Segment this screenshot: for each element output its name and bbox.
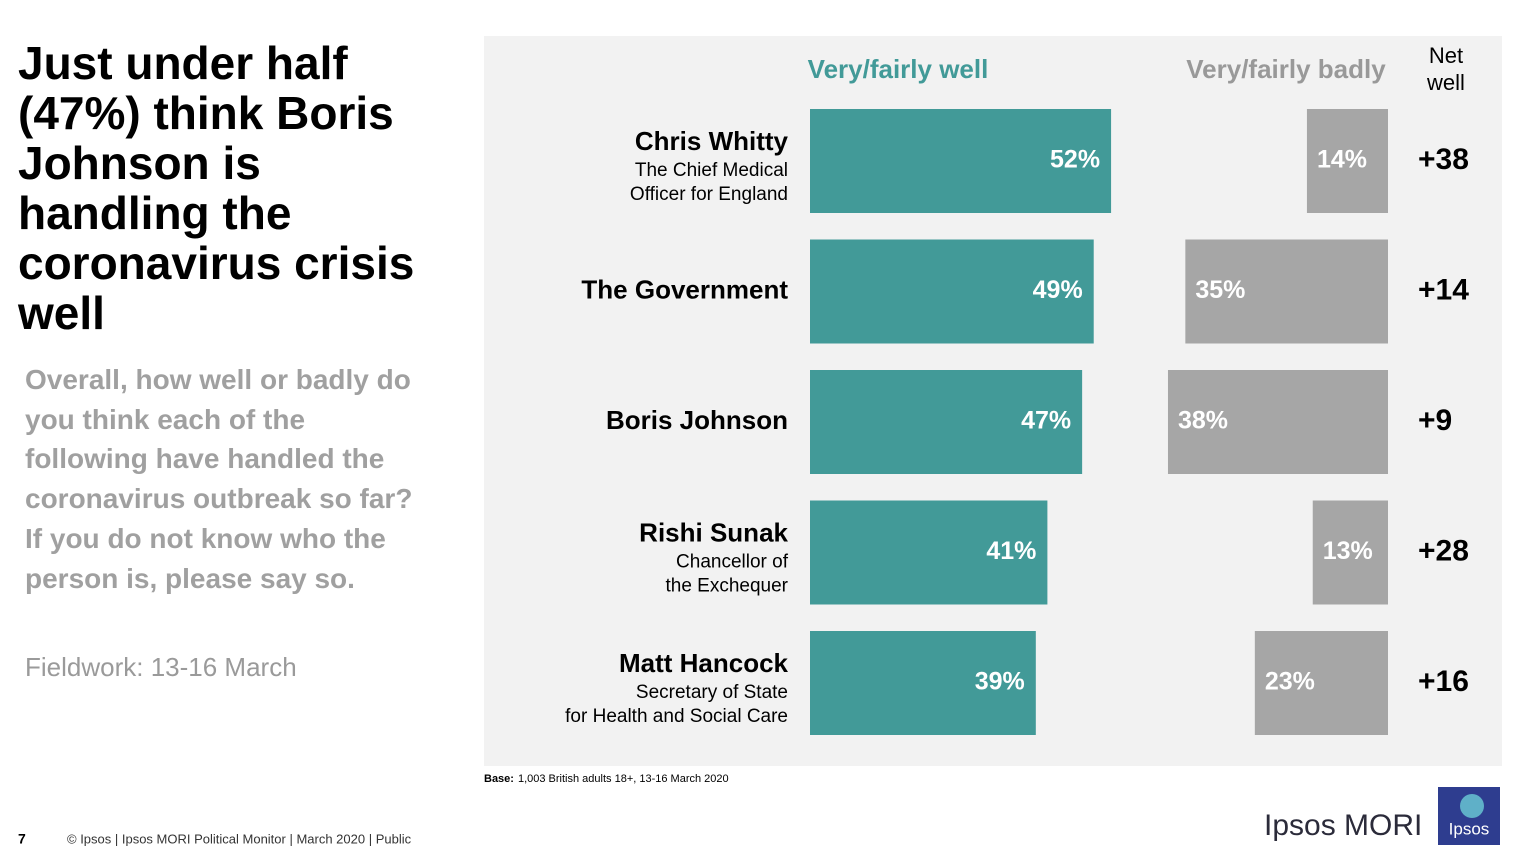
bar <box>810 109 1112 213</box>
legend-entry: Very/fairly well <box>808 54 989 84</box>
category-description: The Chief Medical <box>635 160 788 181</box>
slide-title: Just under half (47%) think Boris Johnso… <box>18 37 415 339</box>
value-label: 35% <box>1195 276 1245 304</box>
bar <box>810 500 1048 605</box>
logo-icon <box>1460 794 1484 818</box>
base-text: 1,003 British adults 18+, 13-16 March 20… <box>518 773 729 785</box>
question-text: Overall, how well or badly do you think … <box>25 364 413 594</box>
net-value: +14 <box>1418 273 1469 306</box>
category-description: Secretary of State <box>636 682 788 703</box>
source: © Ipsos | Ipsos MORI Political Monitor |… <box>67 831 412 846</box>
net-header: well <box>1426 70 1465 95</box>
category-description: for Health and Social Care <box>565 706 788 727</box>
value-label: 49% <box>1033 276 1083 304</box>
fieldwork: Fieldwork: 13-16 March <box>25 652 297 682</box>
net-value: +28 <box>1418 534 1469 567</box>
value-label: 38% <box>1178 407 1228 435</box>
bar <box>810 239 1094 344</box>
base-label: Base: <box>484 773 514 785</box>
bar <box>1185 239 1388 344</box>
bar <box>1254 631 1388 735</box>
value-label: 13% <box>1323 537 1373 565</box>
bar <box>1306 109 1388 213</box>
category-label: Matt Hancock <box>619 648 789 678</box>
category-label: Chris Whitty <box>635 126 789 156</box>
base-note: Base: 1,003 British adults 18+, 13-16 Mar… <box>484 773 729 785</box>
net-value: +38 <box>1418 143 1469 176</box>
category-label: Rishi Sunak <box>639 517 788 547</box>
net-header: Net <box>1429 43 1463 68</box>
category-description: Chancellor of <box>676 552 789 573</box>
value-label: 23% <box>1265 668 1315 696</box>
brand: Ipsos MORI <box>1264 809 1422 842</box>
value-label: 39% <box>975 668 1025 696</box>
value-label: 52% <box>1050 146 1100 174</box>
bar <box>1167 370 1388 474</box>
net-value: +9 <box>1418 404 1452 437</box>
bar <box>810 370 1083 474</box>
category-label: Boris Johnson <box>606 405 788 435</box>
bar <box>1312 500 1388 605</box>
net-value: +16 <box>1418 665 1469 698</box>
category-description: the Exchequer <box>665 576 788 597</box>
value-label: 14% <box>1317 146 1367 174</box>
legend-entry: Very/fairly badly <box>1186 54 1386 84</box>
page-number: 7 <box>18 831 26 847</box>
category-label: The Government <box>581 274 788 304</box>
value-label: 47% <box>1021 407 1071 435</box>
category-description: Officer for England <box>630 184 788 205</box>
value-label: 41% <box>986 537 1036 565</box>
logo-text: Ipsos <box>1449 819 1490 838</box>
bar <box>810 631 1036 735</box>
